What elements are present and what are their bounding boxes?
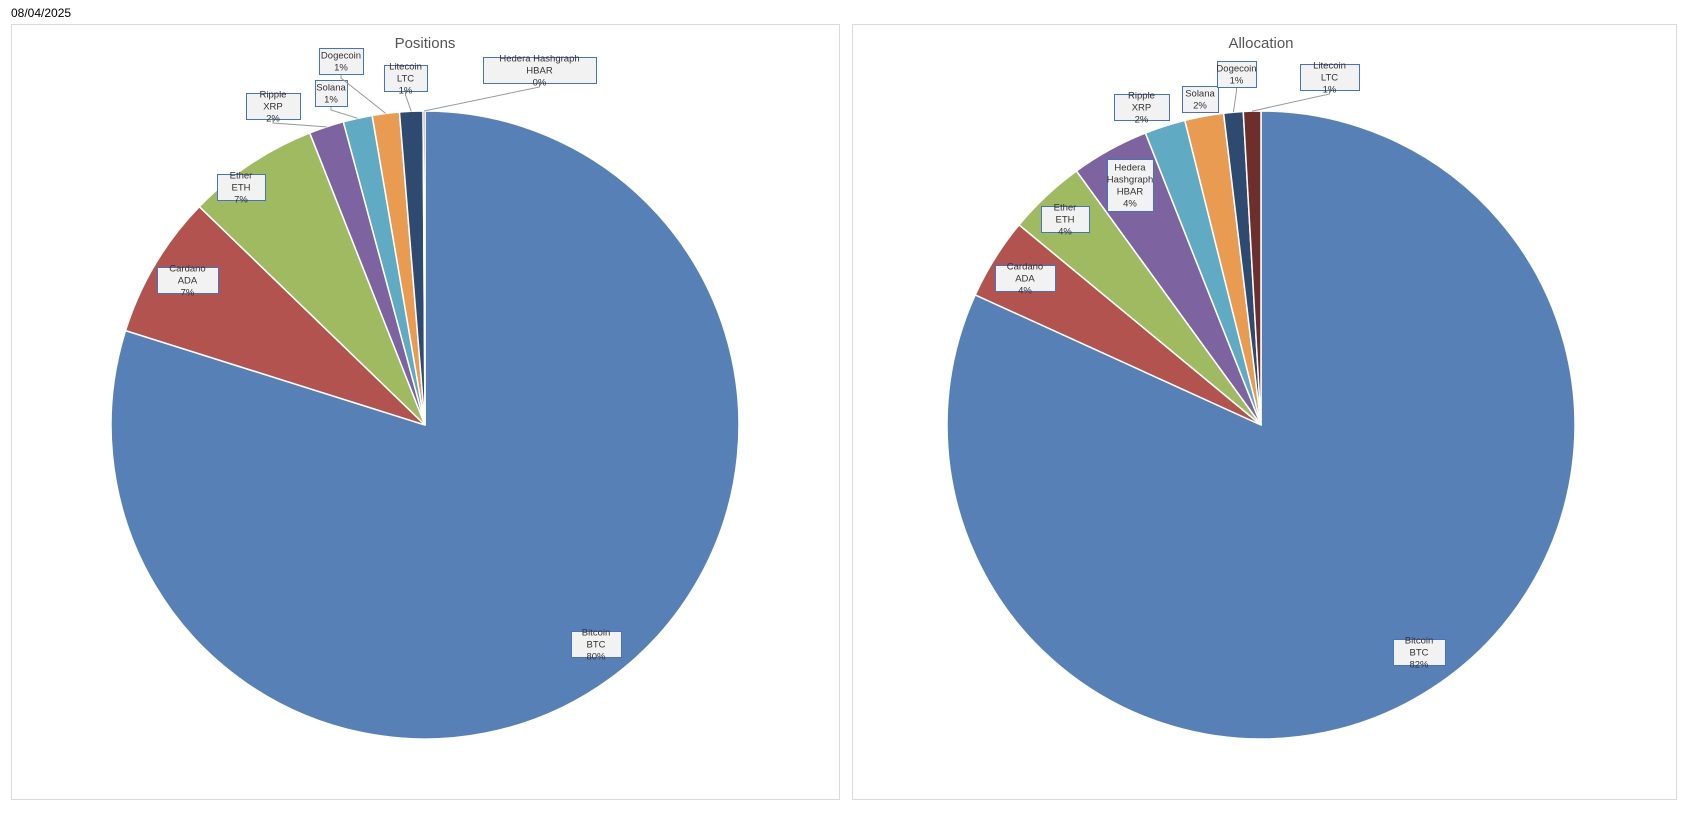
data-label-name: HBAR bbox=[1117, 187, 1144, 198]
chart-title: Allocation bbox=[1228, 35, 1293, 52]
data-label-box bbox=[483, 57, 597, 84]
data-label-percent: 82% bbox=[1409, 660, 1429, 671]
pie-slice-litecoin-ltc bbox=[1242, 110, 1262, 426]
data-label-name: Ripple bbox=[1128, 91, 1155, 102]
data-label-percent: 2% bbox=[1193, 101, 1207, 112]
data-label-percent: 80% bbox=[586, 652, 606, 663]
data-label-box bbox=[1393, 639, 1446, 666]
data-label-percent: 2% bbox=[266, 114, 280, 125]
data-label-name: Solana bbox=[1185, 89, 1215, 100]
data-label-name: ETH bbox=[232, 183, 251, 194]
data-label-name: HBAR bbox=[526, 66, 553, 77]
data-label-box bbox=[1300, 64, 1360, 91]
data-label-box bbox=[571, 631, 622, 658]
data-label-box bbox=[315, 80, 348, 107]
data-label-name: Cardano bbox=[1007, 262, 1043, 273]
data-label-box bbox=[1182, 86, 1219, 113]
data-label-box bbox=[1107, 159, 1154, 212]
data-label-percent: 4% bbox=[1058, 227, 1072, 238]
data-label-percent: 1% bbox=[399, 86, 413, 97]
pie-slice-bitcoin-btc bbox=[946, 110, 1576, 740]
leader-line bbox=[330, 106, 358, 119]
data-label-percent: 1% bbox=[1323, 85, 1337, 96]
data-label-box bbox=[246, 93, 301, 120]
data-label-name: Solana bbox=[316, 83, 346, 94]
pie-slice-ether-eth bbox=[198, 131, 426, 426]
data-label-box bbox=[157, 267, 219, 294]
data-label-name: ETH bbox=[1056, 215, 1075, 226]
data-label-name: Ether bbox=[1054, 203, 1077, 214]
data-label-box bbox=[319, 48, 364, 75]
data-label-percent: 7% bbox=[181, 288, 195, 299]
data-label-name: BTC bbox=[1410, 648, 1429, 659]
data-label-box bbox=[384, 65, 428, 92]
data-label-percent: 4% bbox=[1018, 286, 1032, 297]
data-label-percent: 1% bbox=[324, 95, 338, 106]
data-label-name: Dogecoin bbox=[321, 51, 361, 62]
data-label-name: LTC bbox=[397, 74, 414, 85]
leader-line bbox=[1232, 87, 1237, 113]
data-label-percent: 7% bbox=[234, 195, 248, 206]
data-label-percent: 2% bbox=[1135, 115, 1149, 126]
data-label-percent: 1% bbox=[334, 63, 348, 74]
data-label-percent: 1% bbox=[1230, 76, 1244, 87]
data-label-name: BTC bbox=[587, 640, 606, 651]
data-label-name: Litecoin bbox=[389, 62, 422, 73]
pie-slice-cardano-ada bbox=[124, 205, 426, 426]
leader-line bbox=[1252, 90, 1330, 112]
report-date: 08/04/2025 bbox=[11, 6, 72, 20]
data-label-name: LTC bbox=[1321, 73, 1338, 84]
data-label-box bbox=[995, 265, 1056, 292]
data-label-name: Dogecoin bbox=[1216, 64, 1256, 75]
data-label-name: Ether bbox=[230, 171, 253, 182]
data-label-box bbox=[1114, 94, 1170, 121]
chart-title: Positions bbox=[395, 35, 456, 52]
data-label-name: Hedera bbox=[1114, 163, 1146, 174]
data-label-name: ADA bbox=[1015, 274, 1035, 285]
data-label-name: Hedera Hashgraph bbox=[499, 54, 579, 65]
data-label-name: Ripple bbox=[260, 90, 287, 101]
data-label-name: Bitcoin bbox=[1405, 636, 1434, 647]
data-label-percent: 0% bbox=[533, 78, 547, 89]
data-label-name: XRP bbox=[1132, 103, 1152, 114]
data-label-name: Hashgraph bbox=[1107, 175, 1153, 186]
data-label-box bbox=[1041, 206, 1090, 233]
leader-line bbox=[340, 74, 387, 114]
data-label-name: Bitcoin bbox=[582, 628, 611, 639]
leader-line bbox=[272, 119, 327, 128]
leader-line bbox=[423, 83, 540, 112]
data-label-percent: 4% bbox=[1123, 199, 1137, 210]
leader-line bbox=[405, 91, 412, 112]
data-label-box bbox=[1217, 61, 1257, 88]
data-label-box bbox=[217, 174, 266, 201]
data-label-name: ADA bbox=[178, 276, 198, 287]
data-label-name: Litecoin bbox=[1313, 61, 1346, 72]
data-label-name: XRP bbox=[263, 102, 283, 113]
data-label-name: Cardano bbox=[169, 264, 205, 275]
